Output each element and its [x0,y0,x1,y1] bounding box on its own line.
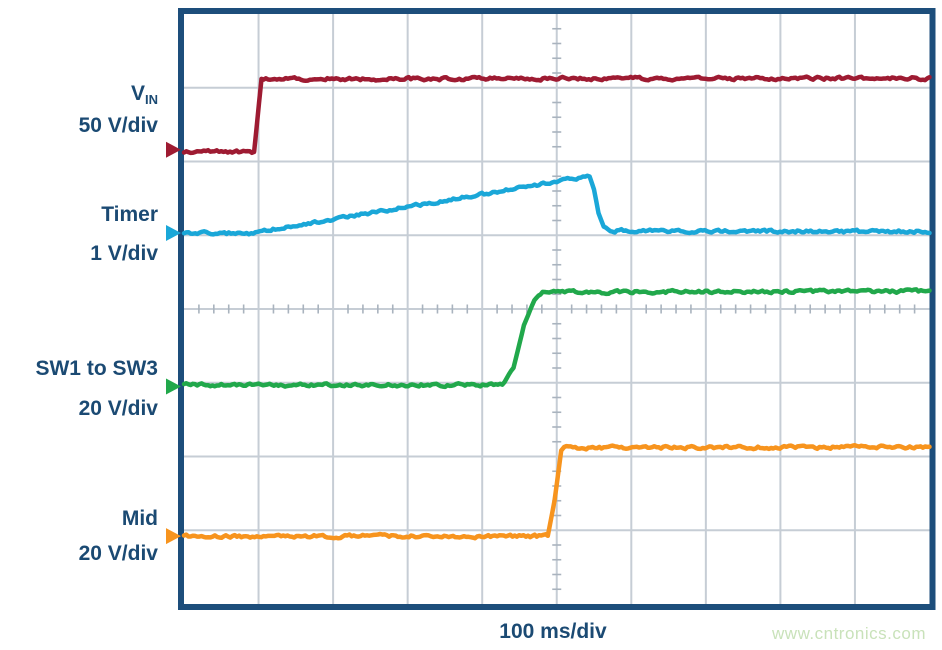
trace-timer [181,173,932,237]
channel-label-timer: Timer [101,203,158,226]
channel-marker-vin-icon [166,141,181,158]
channel-scale-timer: 1 V/div [90,242,158,265]
trace-vin [181,74,932,156]
channel-label-vin-subscript: IN [145,92,158,107]
traces [181,74,932,541]
watermark-text: www.cntronics.com [772,624,926,643]
channel-scale-sw1-sw3: 20 V/div [78,397,158,420]
channel-scale-vin: 50 V/div [78,114,158,137]
channel-marker-mid-icon [166,528,181,545]
plot-border [178,8,936,610]
channel-scale-mid: 20 V/div [78,542,158,565]
time-base-label: 100 ms/div [499,620,607,643]
channel-label-vin: VIN [0,82,158,107]
channel-label-sw1-sw3: SW1 to SW3 [35,357,158,380]
trace-sw [181,287,932,390]
channel-label-vin-main: V [130,82,145,105]
trace-mid [181,442,932,541]
channel-marker-timer-icon [166,225,181,242]
channel-label-mid: Mid [121,507,158,530]
grid [184,14,930,604]
channel-marker-sw-icon [166,378,181,395]
